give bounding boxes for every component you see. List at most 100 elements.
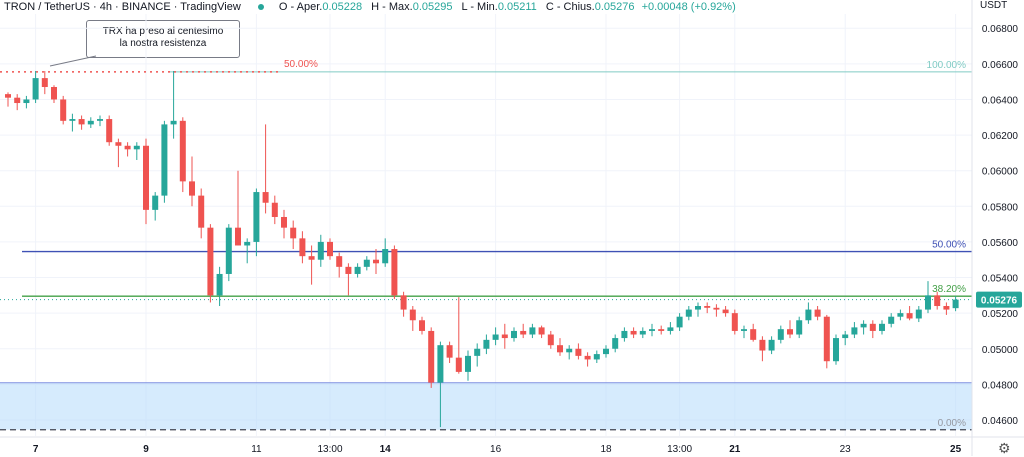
candle-body: [382, 249, 389, 264]
candle-body: [124, 145, 131, 150]
candle-body: [253, 192, 260, 242]
candle-body: [869, 323, 876, 331]
y-tick-label: 0.06600: [982, 60, 1019, 71]
candle-body: [511, 330, 517, 339]
candle-body: [244, 241, 251, 246]
candle-body: [501, 334, 508, 339]
candle-body: [400, 295, 407, 310]
candle-body: [833, 338, 839, 362]
candle-body: [529, 327, 536, 335]
support-zone: [0, 382, 972, 430]
candle-body: [363, 259, 370, 267]
x-tick-label: 13:00: [317, 444, 342, 455]
candle-body: [547, 334, 554, 346]
candle-body: [741, 329, 747, 331]
candle-body: [14, 97, 21, 104]
candle-body: [409, 309, 416, 321]
low-label: L - Min.: [461, 1, 498, 13]
candle-body: [115, 142, 122, 146]
x-tick-label: 18: [600, 444, 612, 455]
candle-body: [133, 145, 140, 150]
candle-body: [695, 306, 701, 310]
x-tick-label: 13:00: [667, 444, 692, 455]
candle-body: [170, 120, 177, 125]
candle-body: [143, 145, 149, 210]
gear-icon[interactable]: ⚙: [998, 440, 1011, 456]
candle-body: [520, 330, 527, 335]
candle-body: [768, 339, 775, 351]
y-tick-label: 0.06200: [982, 131, 1019, 142]
candle-body: [906, 313, 913, 319]
y-tick-label: 0.04800: [982, 380, 1019, 391]
candle-body: [336, 256, 343, 267]
candle-body: [308, 256, 315, 260]
candle-body: [60, 99, 67, 121]
candle-body: [5, 94, 11, 98]
candle-body: [777, 329, 784, 340]
last-price-tag: [976, 291, 1022, 308]
candle-body: [290, 227, 297, 239]
candle-body: [189, 181, 195, 196]
candle-body: [685, 309, 692, 317]
low-value: 0.05211: [497, 1, 537, 13]
candle-body: [97, 119, 103, 121]
y-tick-label: 0.05200: [982, 309, 1019, 320]
candle-body: [179, 120, 186, 182]
annotation-line-1: TRX ha preso al centesimo: [102, 26, 224, 37]
annotation-callout[interactable]: TRX ha preso al centesimo la nostra resi…: [86, 20, 240, 58]
candle-body: [630, 330, 637, 335]
candle-body: [354, 266, 361, 274]
candle-body: [676, 316, 683, 328]
x-tick-label: 23: [840, 444, 852, 455]
y-tick-label: 0.04600: [982, 416, 1019, 427]
candle-body: [299, 238, 306, 257]
candle-body: [603, 348, 609, 355]
candle-body: [317, 241, 324, 260]
candle-body: [943, 306, 950, 310]
candle-body: [575, 348, 582, 356]
last-price-label: 0.05276: [981, 296, 1018, 307]
candle-body: [639, 330, 646, 335]
fib-label: 100.00%: [927, 60, 967, 71]
candle-body: [483, 339, 490, 349]
symbol-title: TRON / TetherUS · 4h · BINANCE · Trading…: [4, 1, 241, 13]
candle-body: [465, 355, 471, 372]
candle-body: [87, 120, 94, 125]
candle-body: [667, 327, 674, 331]
x-tick-label: 11: [251, 444, 262, 455]
candle-body: [814, 309, 821, 317]
candle-body: [345, 266, 352, 274]
x-tick-label: 14: [380, 444, 392, 455]
candle-body: [649, 329, 655, 331]
candle-body: [658, 329, 665, 331]
candle-body: [621, 330, 628, 339]
candle-body: [492, 334, 499, 340]
candle-body: [796, 320, 803, 335]
candle-body: [731, 313, 738, 331]
candle-body: [823, 316, 830, 362]
high-value: 0.05295: [412, 1, 453, 13]
candle-body: [51, 87, 57, 100]
close-label: C - Chius.: [545, 1, 595, 13]
candle-body: [722, 309, 729, 314]
candle-body: [713, 307, 720, 310]
y-tick-label: 0.05400: [982, 274, 1019, 285]
candle-body: [437, 345, 444, 383]
candle-body: [474, 348, 481, 356]
y-tick-label: 0.06000: [982, 167, 1019, 178]
annotation-line-2: la nostra resistenza: [119, 38, 207, 49]
x-tick-label: 7: [33, 444, 39, 455]
candle-body: [805, 309, 812, 321]
candle-body: [32, 78, 39, 100]
candle-body: [225, 227, 232, 274]
candle-body: [23, 99, 30, 104]
x-tick-label: 9: [143, 444, 149, 455]
candle-body: [915, 309, 922, 319]
y-tick-label: 0.05800: [982, 202, 1019, 213]
currency-selector[interactable]: USDT: [980, 0, 1008, 11]
candle-body: [584, 355, 591, 360]
open-value: 0.05228: [322, 1, 363, 13]
y-tick-label: 0.05600: [982, 238, 1019, 249]
candle-body: [235, 227, 241, 246]
